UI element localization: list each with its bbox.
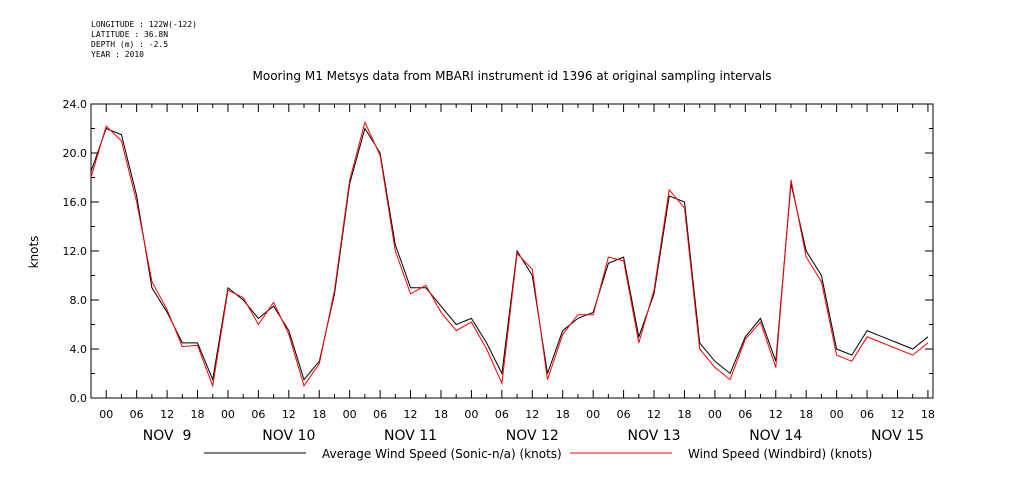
x-hour-label: 18: [677, 408, 691, 421]
legend-label-sonic: Average Wind Speed (Sonic-n/a) (knots): [322, 447, 562, 461]
longitude-label: LONGITUDE : 122W(-122): [91, 20, 197, 29]
metadata-block: LONGITUDE : 122W(-122) LATITUDE : 36.8N …: [91, 20, 197, 60]
legend-label-windbird: Wind Speed (Windbird) (knots): [688, 447, 872, 461]
latitude-label: LATITUDE : 36.8N: [91, 30, 169, 39]
series-line-windbird: [90, 120, 929, 388]
x-hour-label: 00: [99, 408, 113, 421]
x-hour-label: 06: [860, 408, 874, 421]
x-hour-label: 06: [738, 408, 752, 421]
x-day-label: NOV 13: [627, 428, 680, 444]
depth-label: DEPTH (m) : -2.5: [91, 40, 169, 49]
series-lines: [90, 120, 929, 388]
year-label: YEAR : 2010: [91, 50, 144, 59]
x-day-label: NOV 11: [384, 428, 437, 444]
x-day-label: NOV 9: [143, 428, 192, 444]
x-hour-label: 18: [921, 408, 935, 421]
x-hour-label: 00: [830, 408, 844, 421]
chart-title: Mooring M1 Metsys data from MBARI instru…: [253, 69, 772, 83]
x-hour-label: 06: [130, 408, 144, 421]
y-tick-label: 0.0: [70, 392, 88, 405]
x-hour-label: 12: [769, 408, 783, 421]
y-axis: 0.0 4.0 8.0 12.0 16.0 20.0 24.0: [63, 98, 933, 405]
x-hour-label: 00: [708, 408, 722, 421]
x-hour-label: 12: [160, 408, 174, 421]
x-hour-label: 12: [890, 408, 904, 421]
x-hour-label: 00: [464, 408, 478, 421]
x-hour-label: 12: [404, 408, 418, 421]
x-hour-label: 06: [373, 408, 387, 421]
y-tick-label: 16.0: [63, 196, 88, 209]
x-hour-label: 18: [312, 408, 326, 421]
x-hour-label: 00: [343, 408, 357, 421]
x-hour-label: 12: [282, 408, 296, 421]
y-tick-label: 12.0: [63, 245, 88, 258]
x-day-label: NOV 15: [871, 428, 924, 444]
x-day-label: NOV 10: [262, 428, 315, 444]
x-hour-label: 06: [495, 408, 509, 421]
x-hour-label: 06: [251, 408, 265, 421]
y-tick-label: 20.0: [63, 147, 88, 160]
y-tick-label: 24.0: [63, 98, 88, 111]
x-hour-label: 00: [221, 408, 235, 421]
x-hour-label: 18: [556, 408, 570, 421]
x-hour-label: 12: [525, 408, 539, 421]
y-tick-label: 4.0: [70, 343, 88, 356]
x-hour-label: 00: [586, 408, 600, 421]
x-hour-label: 18: [191, 408, 205, 421]
x-hour-label: 18: [434, 408, 448, 421]
x-hour-label: 12: [647, 408, 661, 421]
legend: Average Wind Speed (Sonic-n/a) (knots) W…: [204, 447, 872, 461]
y-axis-label: knots: [27, 236, 41, 269]
x-hour-label: 18: [799, 408, 813, 421]
x-day-label: NOV 14: [749, 428, 802, 444]
series-line-sonic: [90, 127, 929, 382]
x-axis: 00 06 12 18 00 06 12 18 00 06 12 18 00 06 12 18 00 06 12 18…: [90, 104, 935, 444]
x-day-label: NOV 12: [506, 428, 559, 444]
y-tick-label: 8.0: [70, 294, 88, 307]
x-hour-label: 06: [617, 408, 631, 421]
